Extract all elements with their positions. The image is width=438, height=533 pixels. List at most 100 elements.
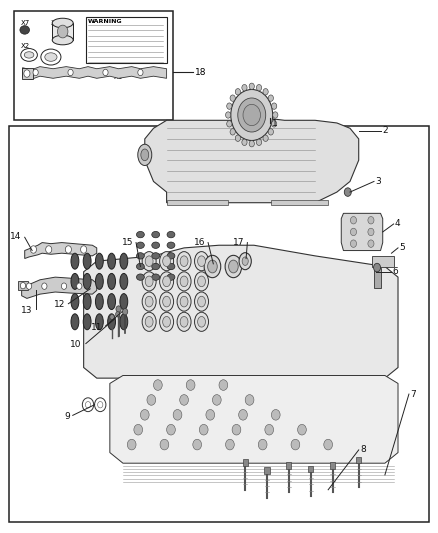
Ellipse shape — [137, 253, 145, 259]
Circle shape — [242, 85, 247, 91]
Circle shape — [273, 112, 278, 118]
Circle shape — [61, 283, 67, 289]
Circle shape — [65, 246, 71, 253]
Circle shape — [258, 439, 267, 450]
Bar — [374, 268, 381, 288]
Bar — [330, 462, 335, 469]
Text: 1: 1 — [272, 119, 278, 128]
Ellipse shape — [120, 294, 128, 310]
Ellipse shape — [52, 35, 73, 45]
Ellipse shape — [152, 231, 159, 238]
Ellipse shape — [108, 253, 116, 269]
Text: 18: 18 — [195, 68, 206, 77]
Ellipse shape — [120, 273, 128, 289]
Circle shape — [212, 394, 221, 405]
Ellipse shape — [198, 296, 205, 307]
Circle shape — [166, 424, 175, 435]
Ellipse shape — [162, 296, 170, 307]
Circle shape — [226, 112, 231, 118]
Ellipse shape — [145, 296, 153, 307]
Circle shape — [186, 379, 195, 390]
Circle shape — [123, 309, 128, 315]
Ellipse shape — [137, 263, 145, 270]
Circle shape — [230, 95, 235, 101]
Ellipse shape — [159, 312, 173, 332]
Circle shape — [46, 246, 52, 253]
Bar — [10, 126, 428, 522]
Circle shape — [268, 128, 273, 135]
Ellipse shape — [95, 253, 103, 269]
Text: 3: 3 — [375, 177, 381, 186]
Circle shape — [249, 141, 254, 147]
Circle shape — [82, 398, 94, 411]
Bar — [308, 466, 313, 472]
Text: X1: X1 — [114, 74, 124, 80]
Ellipse shape — [194, 312, 208, 332]
Circle shape — [127, 439, 136, 450]
Ellipse shape — [142, 252, 156, 271]
Circle shape — [180, 394, 188, 405]
Circle shape — [116, 312, 120, 317]
Ellipse shape — [167, 242, 175, 248]
Circle shape — [206, 409, 215, 420]
Ellipse shape — [142, 272, 156, 291]
Ellipse shape — [41, 49, 61, 65]
Ellipse shape — [52, 18, 73, 28]
Circle shape — [368, 228, 374, 236]
Circle shape — [263, 135, 268, 141]
Circle shape — [368, 216, 374, 224]
Ellipse shape — [208, 260, 217, 273]
Circle shape — [81, 246, 87, 253]
Ellipse shape — [137, 242, 145, 248]
Ellipse shape — [95, 273, 103, 289]
Text: 5: 5 — [399, 244, 405, 253]
Bar — [286, 462, 291, 469]
Circle shape — [350, 228, 357, 236]
Circle shape — [199, 424, 208, 435]
Circle shape — [242, 139, 247, 146]
Circle shape — [103, 69, 108, 76]
Text: 6: 6 — [393, 268, 399, 276]
Circle shape — [57, 25, 68, 38]
Circle shape — [263, 88, 268, 95]
Text: 9: 9 — [65, 412, 71, 421]
Polygon shape — [22, 67, 166, 79]
Circle shape — [141, 409, 149, 420]
Circle shape — [344, 188, 351, 196]
Ellipse shape — [24, 52, 34, 58]
Ellipse shape — [21, 49, 37, 61]
Text: X2: X2 — [20, 43, 29, 49]
Ellipse shape — [198, 317, 205, 327]
Text: 16: 16 — [194, 238, 205, 247]
Ellipse shape — [71, 294, 79, 310]
Ellipse shape — [142, 292, 156, 311]
Ellipse shape — [177, 292, 191, 311]
Circle shape — [77, 283, 82, 289]
Bar — [265, 467, 270, 474]
Ellipse shape — [142, 312, 156, 332]
Ellipse shape — [194, 272, 208, 291]
Ellipse shape — [229, 260, 238, 273]
Circle shape — [33, 69, 38, 76]
Ellipse shape — [141, 149, 149, 161]
Ellipse shape — [162, 276, 170, 287]
Circle shape — [20, 282, 25, 289]
Circle shape — [147, 394, 155, 405]
Bar — [243, 459, 248, 466]
Ellipse shape — [225, 255, 242, 278]
Circle shape — [265, 424, 274, 435]
Circle shape — [350, 216, 357, 224]
Circle shape — [243, 104, 261, 126]
Ellipse shape — [162, 317, 170, 327]
Ellipse shape — [83, 273, 91, 289]
Circle shape — [153, 379, 162, 390]
Polygon shape — [84, 245, 398, 378]
Circle shape — [95, 398, 106, 411]
Circle shape — [272, 103, 277, 109]
Circle shape — [85, 401, 91, 408]
Circle shape — [245, 394, 254, 405]
Circle shape — [231, 90, 273, 141]
Ellipse shape — [159, 292, 173, 311]
Circle shape — [134, 424, 143, 435]
Ellipse shape — [194, 292, 208, 311]
